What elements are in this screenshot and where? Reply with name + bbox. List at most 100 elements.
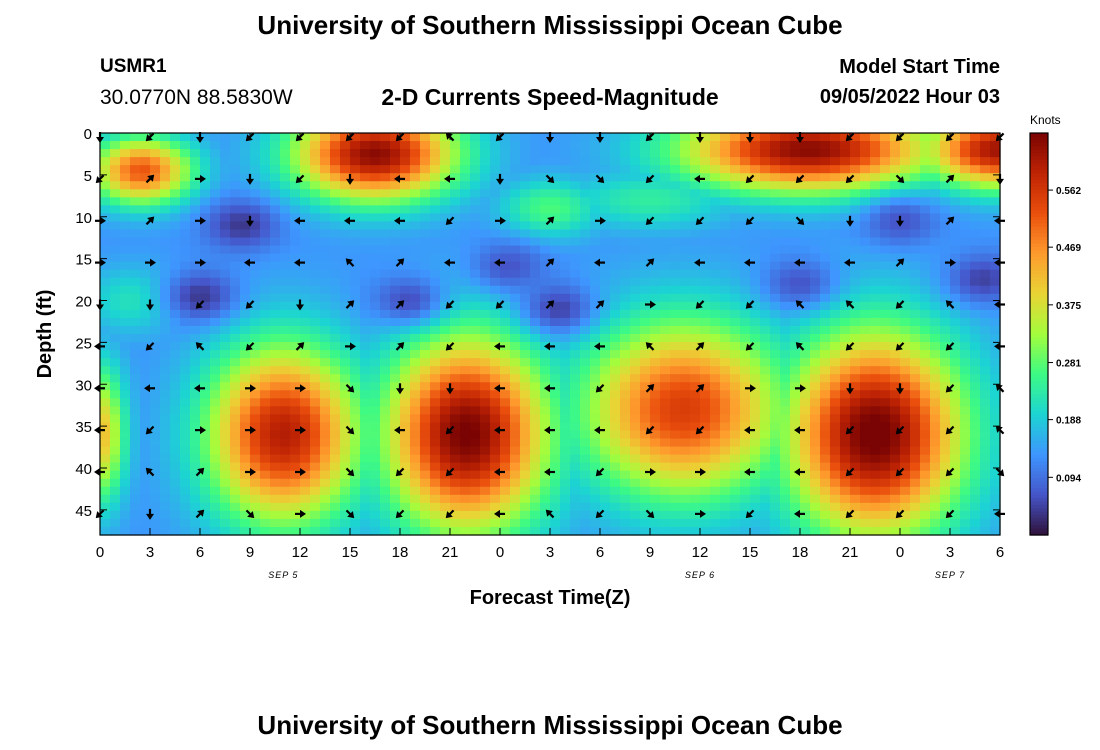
heatmap-cell [390, 398, 401, 407]
heatmap-cell [270, 229, 281, 239]
heatmap-cell [770, 165, 781, 174]
heatmap-cell [480, 510, 491, 520]
heatmap-cell [130, 510, 141, 520]
heatmap-cell [990, 518, 1001, 528]
heatmap-cell [880, 245, 891, 255]
heatmap-cell [140, 486, 151, 496]
heatmap-cell [460, 454, 471, 464]
heatmap-cell [190, 462, 201, 472]
heatmap-cell [950, 374, 961, 383]
arrow-head [395, 134, 403, 142]
heatmap-cell [190, 358, 201, 367]
heatmap-cell [120, 317, 131, 327]
heatmap-cell [940, 325, 951, 335]
heatmap-cell [530, 510, 541, 520]
heatmap-cell [470, 317, 481, 327]
heatmap-cell [860, 189, 871, 198]
heatmap-cell [640, 358, 651, 367]
heatmap-cell [820, 446, 831, 456]
heatmap-cell [270, 285, 281, 295]
heatmap-cell [580, 165, 591, 174]
heatmap-cell [750, 502, 761, 512]
heatmap-cell [120, 309, 131, 319]
heatmap-cell [220, 269, 231, 279]
heatmap-cell [770, 261, 781, 271]
heatmap-cell [380, 390, 391, 399]
current-arrow [145, 216, 155, 226]
heatmap-cell [720, 133, 731, 142]
heatmap-cell [350, 478, 361, 488]
heatmap-cell [740, 486, 751, 496]
heatmap-cell [830, 518, 841, 528]
heatmap-cell [340, 301, 351, 311]
heatmap-cell [590, 197, 601, 206]
heatmap-cell [860, 406, 871, 415]
heatmap-cell [670, 229, 681, 239]
arrow-head [245, 301, 253, 309]
heatmap-cell [180, 398, 191, 407]
heatmap-cell [630, 502, 641, 512]
heatmap-cell [490, 221, 501, 231]
heatmap-cell [550, 325, 561, 335]
heatmap-cell [760, 486, 771, 496]
heatmap-cell [830, 293, 841, 303]
heatmap-cell [460, 269, 471, 279]
heatmap-cell [890, 189, 901, 198]
heatmap-cell [420, 285, 431, 295]
heatmap-cell [990, 253, 1001, 263]
heatmap-cell [580, 342, 591, 351]
heatmap-cell [570, 221, 581, 231]
heatmap-cell [880, 462, 891, 472]
heatmap-cell [910, 197, 921, 206]
heatmap-cell [300, 342, 311, 351]
heatmap-cell [310, 382, 321, 391]
heatmap-cell [800, 309, 811, 319]
heatmap-cell [100, 205, 111, 214]
heatmap-cell [750, 173, 761, 182]
heatmap-cell [240, 261, 251, 271]
heatmap-cell [450, 301, 461, 311]
heatmap-cell [930, 510, 941, 520]
heatmap-cell [150, 133, 161, 142]
heatmap-cell [690, 422, 701, 432]
heatmap-cell [600, 414, 611, 424]
arrow-head [445, 301, 453, 309]
heatmap-cell [830, 334, 841, 343]
heatmap-cell [240, 181, 251, 190]
heatmap-cell [830, 462, 841, 472]
heatmap-cell [250, 293, 261, 303]
heatmap-cell [220, 406, 231, 415]
heatmap-cell [820, 221, 831, 231]
heatmap-cell [120, 494, 131, 504]
heatmap-cell [770, 478, 781, 488]
heatmap-cell [870, 494, 881, 504]
heatmap-cell [450, 414, 461, 424]
heatmap-cell [640, 141, 651, 150]
heatmap-cell [430, 502, 441, 512]
heatmap-cell [580, 309, 591, 319]
heatmap-cell [660, 398, 671, 407]
current-arrow [945, 383, 955, 393]
heatmap-cell [660, 510, 671, 520]
heatmap-cell [600, 141, 611, 150]
heatmap-cell [430, 478, 441, 488]
heatmap-cell [100, 462, 111, 472]
heatmap-cell [490, 157, 501, 166]
heatmap-cell [510, 237, 521, 247]
heatmap-cell [210, 229, 221, 239]
heatmap-cell [540, 157, 551, 166]
heatmap-cell [770, 422, 781, 432]
heatmap-cell [840, 157, 851, 166]
heatmap-cell [420, 334, 431, 343]
heatmap-cell [860, 454, 871, 464]
heatmap-cell [310, 494, 321, 504]
heatmap-cell [680, 350, 691, 359]
heatmap-cell [750, 414, 761, 424]
heatmap-cell [910, 446, 921, 456]
heatmap-cell [410, 253, 421, 263]
current-arrow [444, 174, 455, 183]
heatmap-cell [200, 181, 211, 190]
heatmap-cell [170, 165, 181, 174]
heatmap-cell [630, 366, 641, 375]
heatmap-cell [480, 374, 491, 383]
